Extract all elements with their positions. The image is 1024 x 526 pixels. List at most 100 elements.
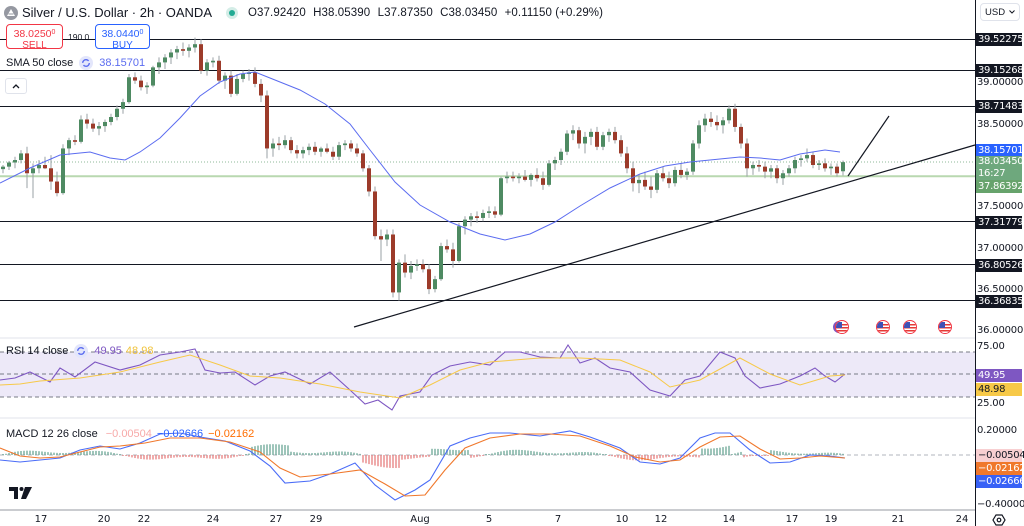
candle-body [655,173,659,190]
macd-histogram-bar [812,453,814,455]
sma-legend[interactable]: SMA 50 close 38.15701 [6,56,145,70]
macd-histogram-bar [782,451,784,455]
candle-body [313,146,317,152]
sell-button[interactable]: 38.02500 SELL [6,24,63,51]
macd-histogram-bar [494,452,496,455]
macd-histogram-bar [14,451,16,455]
macd-histogram-bar [140,455,142,460]
candle-body [259,83,263,96]
macd-histogram-bar [743,455,745,458]
candle-body [727,108,731,121]
macd-histogram-bar [530,450,532,455]
price-tick-label: 36.00000 [977,325,1024,336]
candle-body [301,150,305,154]
macd-histogram-bar [683,455,685,457]
macd-histogram-bar [413,455,415,459]
macd-histogram-bar [41,451,43,455]
macd-histogram-bar [293,452,295,455]
close-value: C38.03450 [440,6,498,19]
macd-histogram-bar [842,453,844,455]
candle-body [175,49,179,53]
macd-histogram-bar [422,455,424,458]
candle-body [337,145,341,157]
macd-histogram-bar [551,453,553,455]
macd-histogram-bar [152,455,154,460]
macd-histogram-bar [353,452,355,455]
macd-signal-value: −0.02162 [208,428,255,440]
macd-histogram-bar [119,454,121,455]
candle-body [505,176,509,179]
level-price-tag: 37.31779 [976,216,1024,229]
candle-body [835,166,839,174]
macd-histogram-bar [194,455,196,458]
macd-histogram-bar [539,452,541,455]
macd-histogram-bar [578,452,580,455]
macd-histogram-bar [17,451,19,455]
level-price-tag: 38.71483 [976,100,1024,113]
macd-histogram-bar [554,453,556,455]
macd-histogram-bar [809,453,811,455]
candle-body [493,211,497,215]
tradingview-logo[interactable] [9,486,33,504]
macd-histogram-bar [602,454,604,455]
candle-body [61,148,65,194]
macd-histogram-bar [524,450,526,455]
candle-body [397,262,401,293]
macd-histogram-bar [713,448,715,455]
candle-body [211,60,215,63]
rsi-ma-line [0,354,846,399]
rsi-value-tag: 48.98 [976,383,1022,396]
us-flag-event-icon[interactable] [876,320,890,334]
rsi-legend[interactable]: RSI 14 close 49.95 48.98 [6,344,153,358]
chart-settings-button[interactable] [992,513,1006,526]
candle-body [709,118,713,122]
candle-body [793,160,797,169]
level-price-tag: 36.80526 [976,259,1024,272]
candle-body [487,211,491,213]
us-flag-event-icon[interactable] [903,320,917,334]
macd-histogram-bar [725,446,727,455]
candle-body [583,136,587,144]
time-axis-label: 29 [309,514,323,525]
symbol-title[interactable]: Silver / U.S. Dollar · 2h · OANDA [22,5,212,20]
sma-value: 38.15701 [99,57,146,69]
macd-histogram-bar [644,455,646,461]
candle-body [499,178,503,215]
macd-histogram-bar [653,455,655,460]
macd-histogram-bar [215,455,217,459]
sell-label: SELL [22,40,47,51]
candle-body [757,164,761,167]
candle-body [733,108,737,127]
macd-histogram-bar [425,455,427,458]
buy-button[interactable]: 38.04400 BUY [95,24,150,51]
high-value: H38.05390 [313,6,371,19]
rsi-refresh-icon[interactable] [74,344,89,358]
macd-histogram-bar [485,454,487,455]
sma-refresh-icon[interactable] [79,56,94,70]
macd-histogram-bar [824,452,826,455]
candle-body [145,85,149,88]
macd-histogram-bar [362,455,364,463]
gear-icon [992,514,1006,526]
candle-body [445,246,449,250]
macd-histogram-bar [710,448,712,455]
us-flag-event-icon[interactable] [938,320,952,334]
us-flag-event-icon[interactable] [835,320,849,334]
macd-histogram-bar [569,452,571,455]
macd-legend[interactable]: MACD 12 26 close −0.00504 −0.02666 −0.02… [6,428,254,440]
candle-body [637,179,641,184]
collapse-legend-button[interactable] [5,78,27,94]
last-price-value: 38.03450 [978,156,1024,167]
open-value: O37.92420 [248,6,306,19]
macd-histogram-bar [314,452,316,455]
macd-histogram-bar [242,455,244,456]
candle-body [109,117,113,122]
macd-histogram-bar [176,455,178,458]
macd-histogram-bar [404,455,406,460]
macd-histogram-bar [338,451,340,455]
currency-select[interactable]: USD [980,3,1020,21]
macd-histogram-bar [278,444,280,455]
macd-histogram-bar [332,451,334,455]
macd-histogram-bar [185,455,187,457]
